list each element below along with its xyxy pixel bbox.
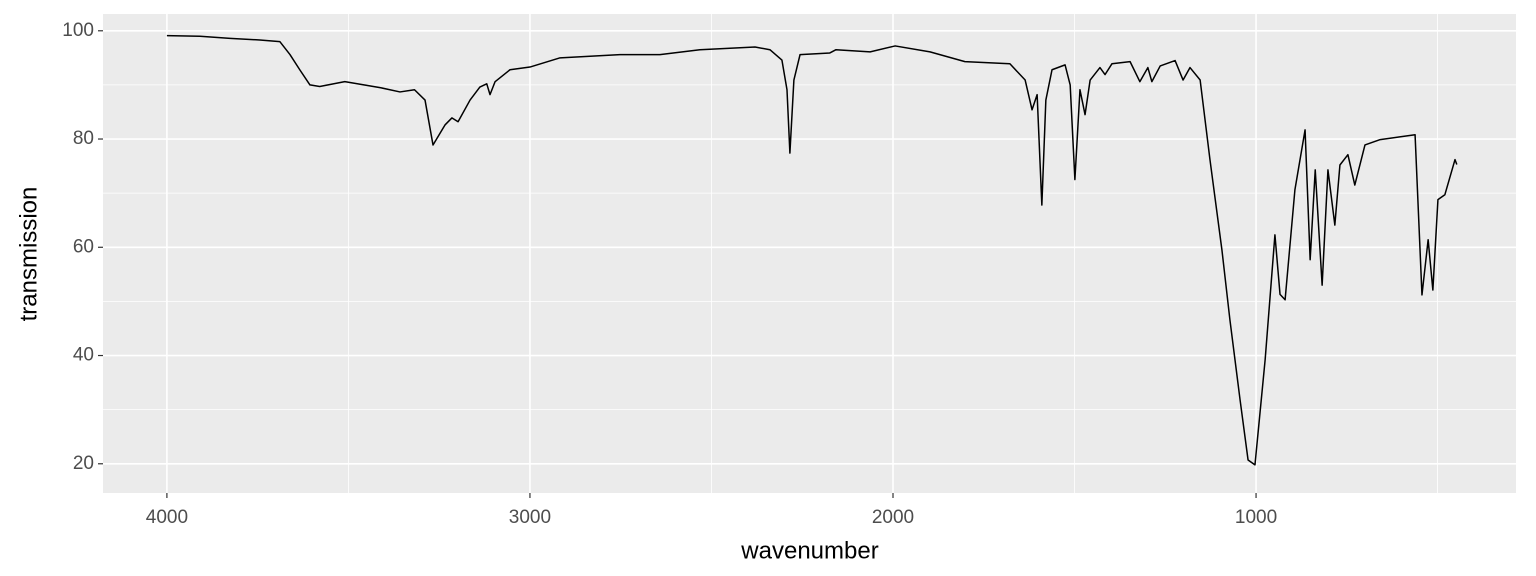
x-tick-label: 4000	[146, 507, 188, 528]
x-tick-label: 1000	[1235, 507, 1277, 528]
x-tick-label: 3000	[509, 507, 551, 528]
y-tick-label: 80	[73, 128, 94, 149]
y-axis-title: transmission	[15, 187, 42, 322]
y-tick-label: 60	[73, 236, 94, 257]
x-axis-title: wavenumber	[740, 537, 878, 564]
y-tick-label: 100	[62, 20, 94, 41]
x-tick-label: 2000	[872, 507, 914, 528]
spectrum-line	[166, 34, 1458, 466]
y-tick-label: 40	[73, 345, 94, 366]
y-tick-label: 20	[73, 453, 94, 474]
panel	[103, 14, 1516, 493]
